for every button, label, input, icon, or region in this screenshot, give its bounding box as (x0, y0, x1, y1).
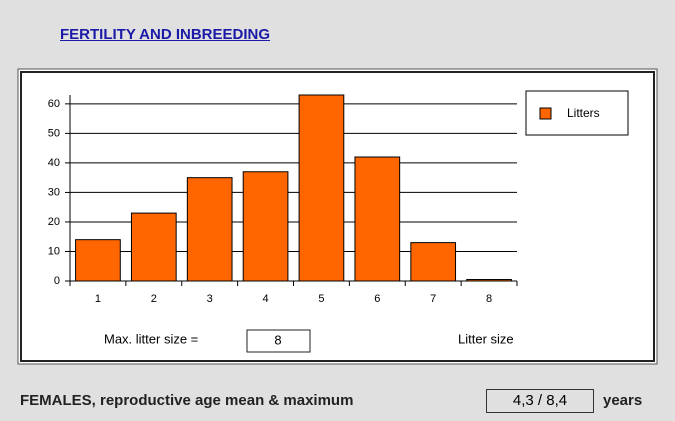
y-tick-label: 20 (48, 216, 60, 228)
max-box (246, 329, 311, 353)
x-tick-label: 5 (318, 293, 324, 305)
max-label: Max. litter size = (104, 331, 198, 346)
bar (186, 177, 233, 282)
legend-label: Litters (567, 106, 600, 120)
bar (242, 171, 289, 282)
y-tick-label: 10 (48, 245, 60, 257)
bar (466, 279, 512, 282)
bar (130, 212, 177, 282)
bar (354, 156, 401, 282)
legend-swatch (539, 107, 552, 120)
footer-unit: years (603, 392, 643, 409)
bar (410, 242, 457, 282)
y-tick-label: 40 (48, 157, 60, 169)
x-axis-label: Litter size (458, 331, 514, 346)
footer-label: FEMALES, reproductive age mean & maximum (20, 392, 354, 409)
x-tick-label: 7 (430, 293, 436, 305)
x-tick-label: 3 (207, 293, 213, 305)
x-tick-label: 8 (486, 293, 492, 305)
max-value: 8 (274, 332, 281, 347)
x-tick-label: 6 (374, 293, 380, 305)
y-tick-label: 50 (48, 127, 60, 139)
bar (298, 94, 345, 282)
x-tick-label: 2 (151, 293, 157, 305)
x-tick-label: 4 (263, 293, 269, 305)
section-title: FERTILITY AND INBREEDING (60, 26, 271, 43)
x-tick-label: 1 (95, 293, 101, 305)
y-tick-label: 0 (54, 275, 60, 287)
y-tick-label: 30 (48, 186, 60, 198)
footer-value: 4,3 / 8,4 (486, 389, 594, 413)
bar (75, 239, 121, 282)
y-tick-label: 60 (48, 98, 60, 110)
